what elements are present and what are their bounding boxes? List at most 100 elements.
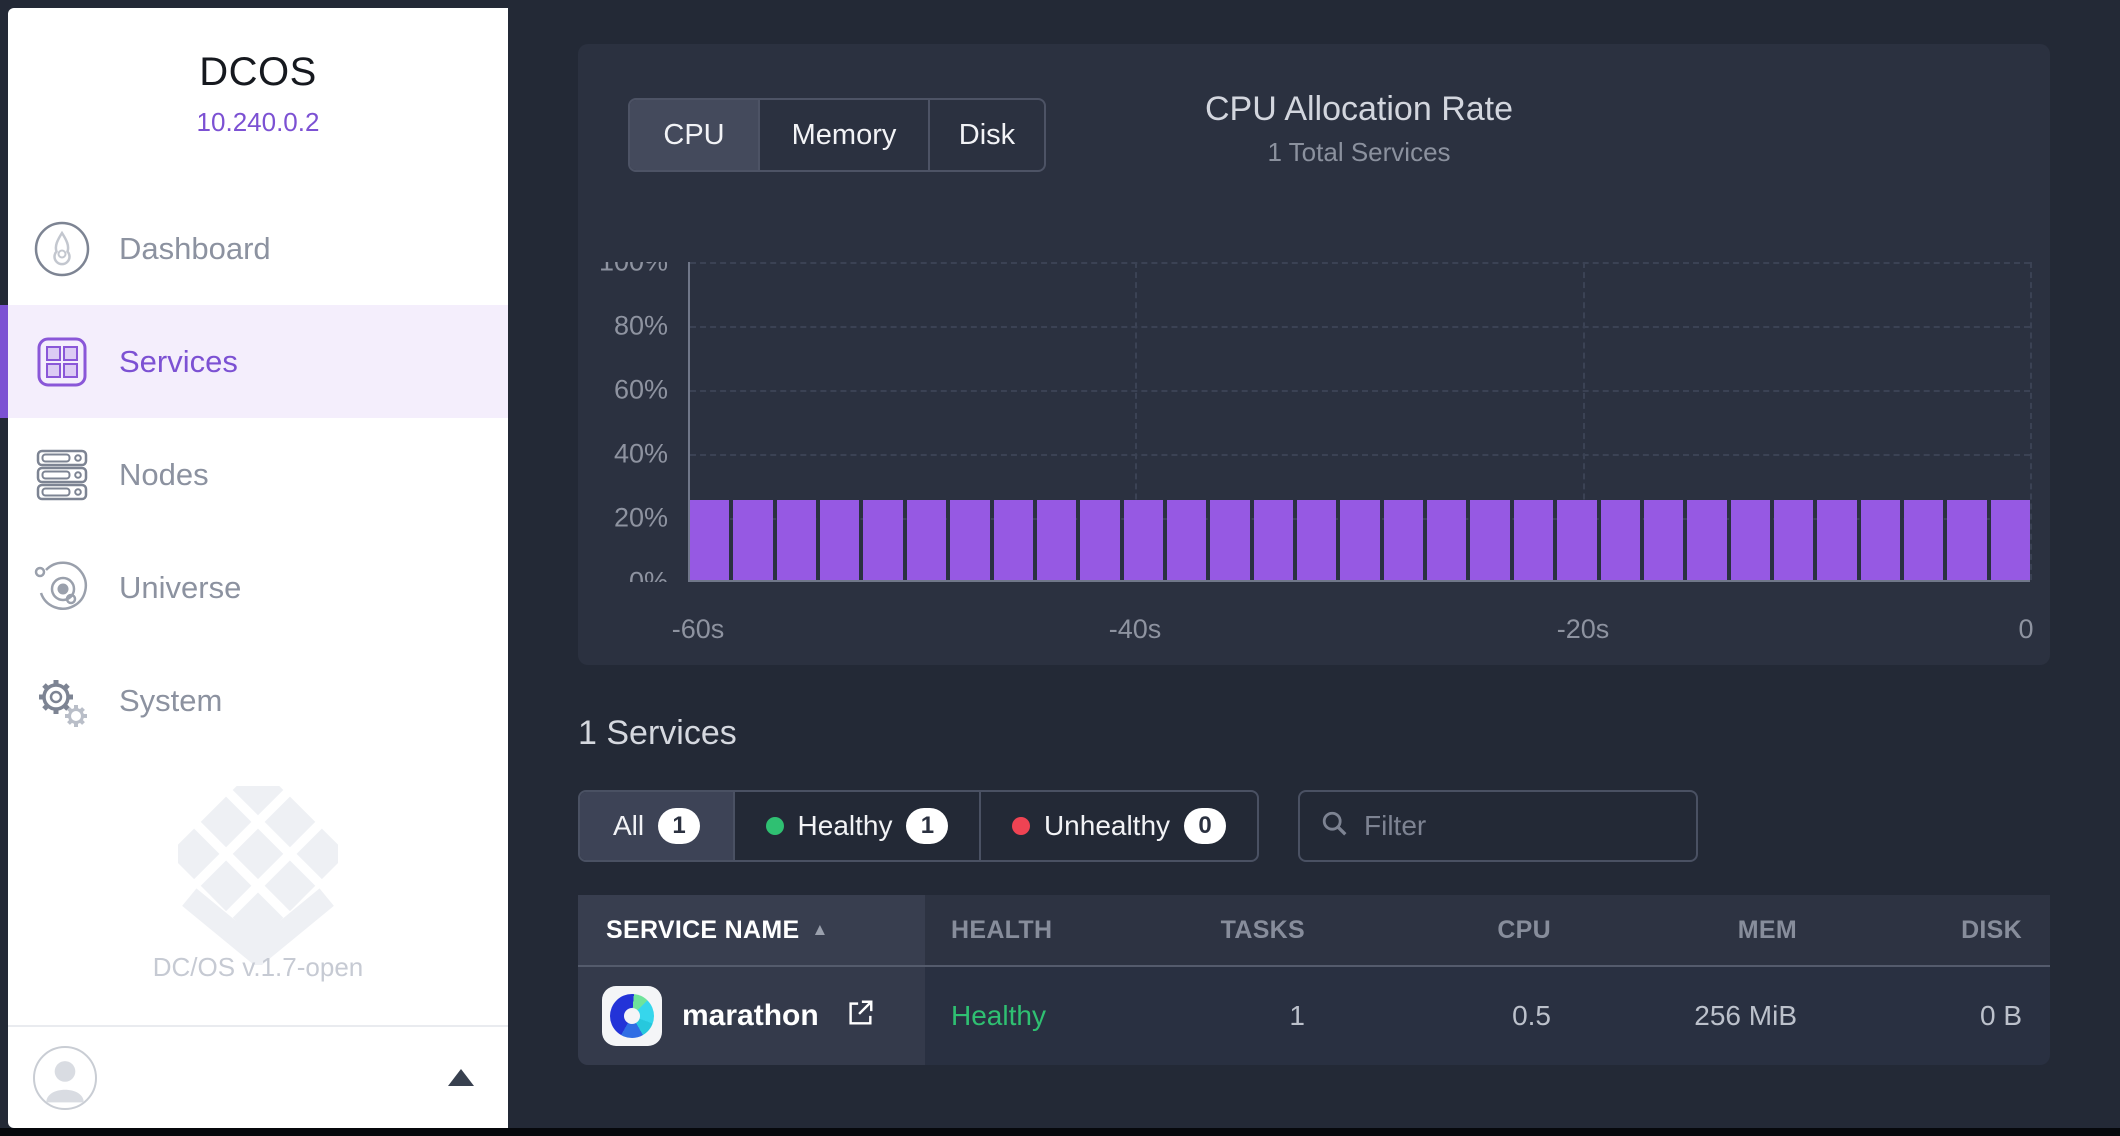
bar-chart-plot bbox=[688, 262, 2032, 582]
bar bbox=[1557, 500, 1597, 580]
bar bbox=[1036, 500, 1077, 580]
chart-panel: CPU Memory Disk CPU Allocation Rate 1 To… bbox=[578, 44, 2050, 665]
filter-search-box bbox=[1298, 790, 1698, 862]
tab-disk[interactable]: Disk bbox=[928, 100, 1044, 170]
bar bbox=[1253, 500, 1294, 580]
bar bbox=[1860, 500, 1901, 580]
bar bbox=[1340, 500, 1380, 580]
bar bbox=[1470, 500, 1510, 580]
filter-healthy-button[interactable]: Healthy 1 bbox=[733, 792, 979, 860]
x-axis-labels: -60s -40s -20s 0 bbox=[671, 614, 2034, 644]
y-axis-labels: 0%20%40%60%80%100% bbox=[599, 262, 668, 582]
marathon-logo-icon bbox=[602, 986, 662, 1046]
filter-label: All bbox=[612, 810, 645, 841]
sidebar-item-services[interactable]: Services bbox=[0, 305, 508, 418]
bar bbox=[993, 500, 1033, 580]
filter-count-badge: 1 bbox=[906, 808, 949, 844]
column-header-mem[interactable]: MEM bbox=[1737, 915, 1797, 944]
services-grid-icon bbox=[33, 333, 91, 391]
external-link-icon[interactable] bbox=[845, 998, 875, 1035]
bar bbox=[1600, 500, 1640, 580]
sidebar-item-system[interactable]: System bbox=[8, 644, 508, 757]
table-row-marathon[interactable]: marathon Healthy 1 0.5 256 MiB 0 B bbox=[578, 967, 2050, 1065]
bar bbox=[1427, 500, 1467, 580]
user-menu-caret-icon[interactable] bbox=[448, 1069, 474, 1086]
column-header-service-name[interactable]: SERVICE NAME ▲ bbox=[578, 895, 925, 965]
column-header-cpu[interactable]: CPU bbox=[1497, 915, 1551, 944]
nodes-servers-icon bbox=[33, 446, 91, 504]
cpu-cell: 0.5 bbox=[1512, 1000, 1551, 1031]
sidebar-item-universe[interactable]: Universe bbox=[8, 531, 508, 644]
sidebar-item-label: Services bbox=[119, 343, 238, 379]
filter-label: Healthy bbox=[797, 810, 893, 841]
sidebar-item-nodes[interactable]: Nodes bbox=[8, 418, 508, 531]
disk-cell: 0 B bbox=[1979, 1000, 2022, 1031]
sidebar-nav: Dashboard Services bbox=[0, 192, 508, 757]
tasks-cell: 1 bbox=[1289, 1000, 1305, 1031]
services-table: SERVICE NAME ▲ HEALTH TASKS CPU MEM DISK… bbox=[578, 895, 2050, 1065]
filter-unhealthy-button[interactable]: Unhealthy 0 bbox=[979, 792, 1257, 860]
dashboard-gauge-icon bbox=[33, 220, 91, 278]
unhealthy-dot-icon bbox=[1011, 817, 1030, 835]
user-bar bbox=[8, 1025, 508, 1128]
filter-label: Unhealthy bbox=[1043, 810, 1171, 841]
search-icon bbox=[1320, 809, 1350, 844]
user-avatar[interactable] bbox=[33, 1046, 97, 1110]
filter-all-button[interactable]: All 1 bbox=[580, 792, 733, 860]
bar bbox=[1773, 500, 1814, 580]
service-name: marathon bbox=[682, 999, 819, 1032]
bar bbox=[1210, 500, 1250, 580]
universe-orbit-icon bbox=[33, 559, 91, 617]
bar bbox=[1383, 500, 1424, 580]
bar bbox=[776, 500, 817, 580]
bar bbox=[1123, 500, 1163, 580]
sidebar-item-label: Universe bbox=[119, 569, 242, 605]
bar bbox=[863, 500, 903, 580]
bar bbox=[1817, 500, 1857, 580]
bar-series bbox=[690, 262, 2031, 580]
bar bbox=[1080, 500, 1120, 580]
system-gears-icon bbox=[33, 672, 91, 730]
bar bbox=[1297, 500, 1337, 580]
tab-cpu[interactable]: CPU bbox=[630, 100, 758, 170]
bar bbox=[1904, 500, 1944, 580]
bar bbox=[1643, 500, 1684, 580]
table-header-row: SERVICE NAME ▲ HEALTH TASKS CPU MEM DISK bbox=[578, 895, 2050, 967]
bar bbox=[1166, 500, 1207, 580]
bar bbox=[1730, 500, 1770, 580]
bar bbox=[733, 500, 773, 580]
sidebar-item-label: Dashboard bbox=[119, 230, 271, 266]
bar bbox=[906, 500, 947, 580]
sidebar-item-label: Nodes bbox=[119, 456, 209, 492]
tab-memory[interactable]: Memory bbox=[758, 100, 928, 170]
bar bbox=[1513, 500, 1554, 580]
sidebar: DCOS 10.240.0.2 Dashboard bbox=[0, 8, 508, 1128]
search-input[interactable] bbox=[1364, 810, 1664, 842]
mem-cell: 256 MiB bbox=[1694, 1000, 1797, 1031]
column-header-tasks[interactable]: TASKS bbox=[1220, 915, 1305, 944]
sort-asc-icon: ▲ bbox=[811, 920, 829, 939]
dcos-logo bbox=[168, 764, 348, 970]
bar bbox=[820, 500, 860, 580]
filter-count-badge: 1 bbox=[658, 808, 701, 844]
services-heading: 1 Services bbox=[578, 714, 737, 752]
healthy-dot-icon bbox=[765, 817, 784, 835]
resource-tab-group: CPU Memory Disk bbox=[628, 98, 1046, 172]
window-bottom-edge bbox=[0, 1128, 2120, 1136]
sidebar-item-dashboard[interactable]: Dashboard bbox=[8, 192, 508, 305]
bar bbox=[950, 500, 990, 580]
sidebar-item-label: System bbox=[119, 682, 223, 718]
column-header-health[interactable]: HEALTH bbox=[951, 915, 1053, 944]
app-title: DCOS bbox=[199, 50, 317, 94]
health-filter-group: All 1 Healthy 1 Unhealthy 0 bbox=[578, 790, 1259, 862]
bar bbox=[690, 500, 730, 580]
column-header-disk[interactable]: DISK bbox=[1961, 915, 2022, 944]
filter-count-badge: 0 bbox=[1184, 808, 1227, 844]
service-name-cell: marathon bbox=[578, 967, 925, 1065]
health-cell: Healthy bbox=[951, 1000, 1046, 1031]
bar bbox=[1947, 500, 1987, 580]
version-label: DC/OS v.1.7-open bbox=[152, 952, 364, 982]
cluster-ip-link[interactable]: 10.240.0.2 bbox=[196, 107, 320, 137]
bar bbox=[1990, 500, 2031, 580]
bar bbox=[1687, 500, 1727, 580]
